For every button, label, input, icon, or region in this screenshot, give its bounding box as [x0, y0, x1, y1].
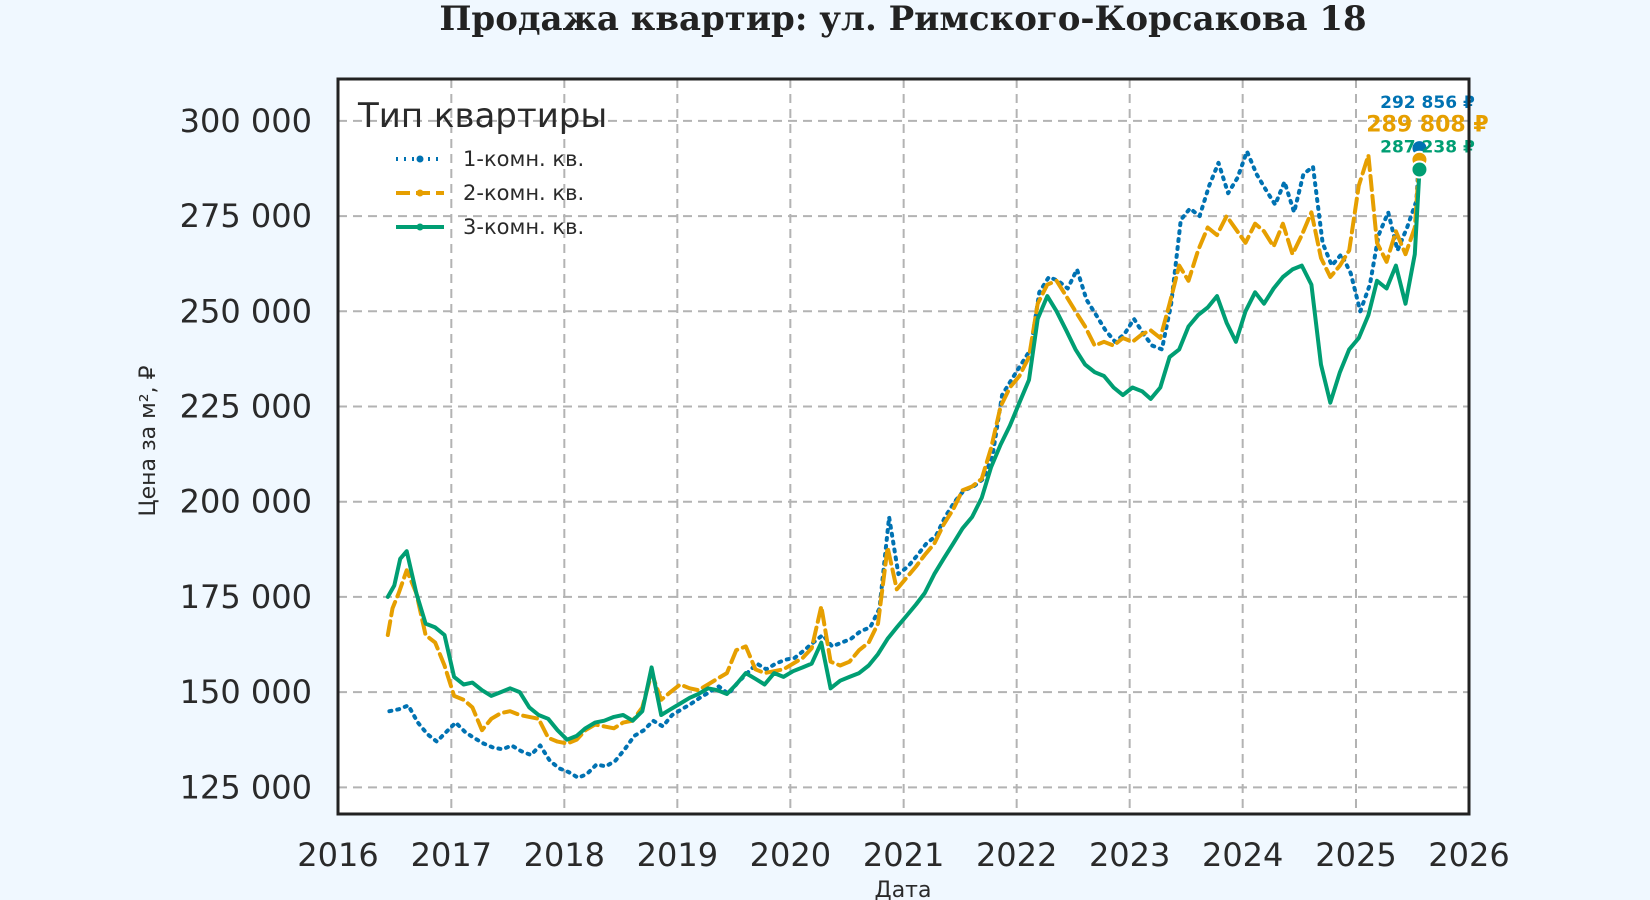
legend: Тип квартиры 1-комн. кв. 2-комн. кв. 3-ком…	[357, 96, 607, 239]
x-tick-label: 2019	[637, 836, 718, 874]
legend-label: 2-комн. кв.	[463, 181, 584, 205]
x-tick-label: 2025	[1315, 836, 1396, 874]
chart-title: Продажа квартир: ул. Римского-Корсакова …	[439, 0, 1366, 39]
plot-frame	[336, 77, 1471, 816]
y-tick-label: 275 000	[180, 197, 312, 235]
legend-items: 1-комн. кв. 2-комн. кв. 3-комн. кв.	[396, 147, 584, 239]
x-axis-label: Дата	[875, 878, 932, 900]
legend-title: Тип квартиры	[357, 96, 607, 136]
legend-marker	[416, 189, 424, 197]
x-tick-label: 2022	[976, 836, 1057, 874]
y-tick-label: 125 000	[180, 768, 312, 806]
x-axis-ticks: 2016 2017 2018 2019 2020 2021 2022 2023 2024 2025…	[297, 836, 1509, 874]
x-tick-label: 2023	[1089, 836, 1170, 874]
x-tick-label: 2024	[1202, 836, 1283, 874]
y-tick-label: 175 000	[180, 578, 312, 616]
series-end-label: 287 238 ₽	[1380, 137, 1475, 157]
x-tick-label: 2018	[524, 836, 605, 874]
series-line	[385, 167, 1422, 742]
y-tick-label: 250 000	[180, 292, 312, 330]
legend-marker	[416, 223, 424, 231]
y-axis-ticks: 125 000 150 000 175 000 200 000 225 000 250 0…	[180, 102, 312, 806]
y-tick-label: 150 000	[180, 673, 312, 711]
legend-label: 1-комн. кв.	[463, 147, 584, 171]
x-tick-label: 2017	[411, 836, 492, 874]
legend-label: 3-комн. кв.	[463, 215, 584, 239]
series-end-point	[1410, 160, 1429, 179]
y-tick-label: 300 000	[180, 102, 312, 140]
y-tick-label: 200 000	[180, 483, 312, 521]
y-axis-label: Цена за м², ₽	[136, 365, 161, 516]
series-line	[385, 153, 1422, 746]
x-tick-label: 2016	[297, 836, 378, 874]
series-lines	[385, 146, 1422, 780]
legend-marker	[416, 155, 424, 163]
x-tick-label: 2026	[1428, 836, 1509, 874]
series-end-label: 292 856 ₽	[1380, 93, 1475, 113]
series-line	[387, 146, 1422, 780]
y-tick-label: 225 000	[180, 388, 312, 426]
x-tick-label: 2020	[750, 836, 831, 874]
x-tick-label: 2021	[863, 836, 944, 874]
